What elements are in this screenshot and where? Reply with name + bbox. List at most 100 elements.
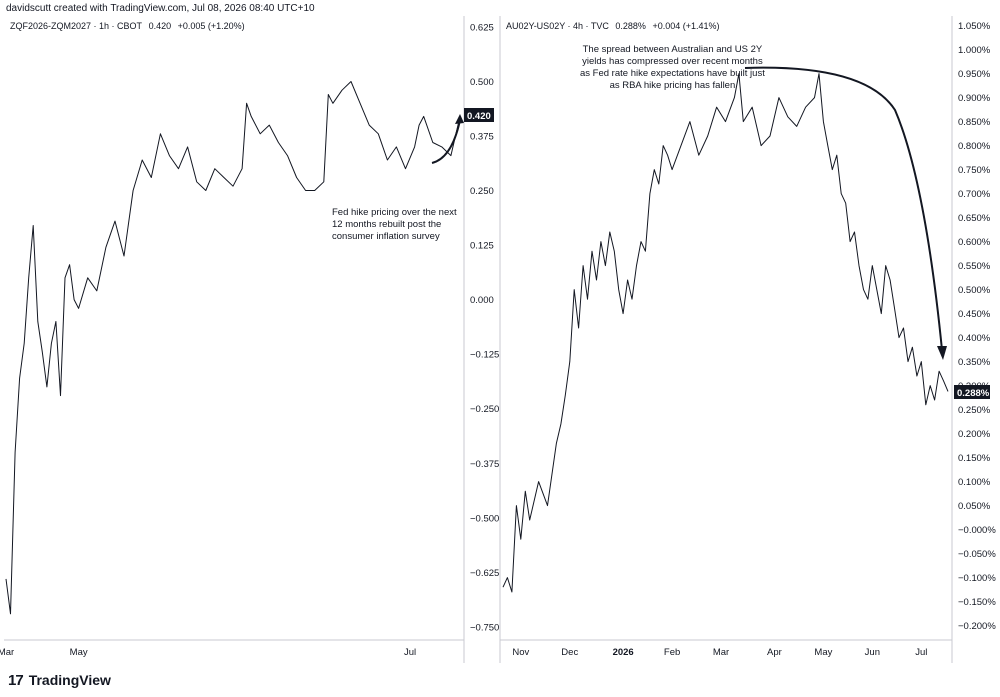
right-data-point [853,231,856,234]
left-data-point [331,102,334,105]
right-y-tick-label: 0.650% [958,213,991,224]
right-data-point [688,120,691,123]
right-data-point [577,327,580,330]
right-y-tick-label: 1.050% [958,21,991,32]
left-data-point [304,189,307,192]
right-data-point [795,125,798,128]
right-data-point [586,298,589,301]
right-data-point [653,168,656,171]
right-y-axis[interactable]: 1.050% 1.000% 0.950% 0.900% 0.850% 0.800% 0.75… [958,21,996,632]
left-data-point [245,102,248,105]
right-data-point [889,279,892,282]
left-series-line[interactable] [5,81,461,615]
right-data-point [871,264,874,267]
right-annotation-line: as RBA hike pricing has fallen [609,80,736,91]
left-data-point [95,289,98,292]
right-y-tick-label: 0.550% [958,261,991,272]
left-y-tick-label: 0.000 [470,295,494,306]
left-data-point [440,145,443,148]
left-data-point [73,298,76,301]
left-data-point [150,176,153,179]
left-data-point [422,115,425,118]
right-series-line[interactable] [502,73,949,593]
right-data-point [875,288,878,291]
left-y-tick-label: 0.250 [470,186,494,197]
left-data-point [268,124,271,127]
left-annotation-line: 12 months rebuilt post the [332,219,442,230]
right-data-point [724,120,727,123]
left-data-point [18,377,21,380]
right-x-tick-label: 2026 [613,647,634,658]
right-y-tick-label: 0.500% [958,285,991,296]
right-symbol[interactable]: AU02Y-US02Y · 4h · TVC [506,21,609,31]
right-data-point [844,202,847,205]
left-y-tick-label: −0.250 [470,404,499,415]
right-data-point [813,96,816,99]
left-data-point [41,351,44,354]
right-y-tick-label: 0.400% [958,333,991,344]
left-data-point [277,141,280,144]
left-last-value: 0.420 [148,21,172,31]
right-data-point [769,135,772,138]
left-data-point [386,159,389,162]
left-y-tick-label: 0.625 [470,22,494,33]
right-data-point [742,120,745,123]
left-y-tick-label: −0.125 [470,350,499,361]
left-annotation-arrow [431,119,461,164]
left-series-group [5,81,461,615]
left-y-axis[interactable]: 0.625 0.500 0.375 0.250 0.125 0.000 −0.125 −0.2… [470,22,499,633]
right-data-point [822,120,825,123]
left-data-point [14,451,17,454]
tradingview-logo-icon: 17 [8,671,24,689]
tradingview-footer[interactable]: 17 TradingView [8,670,111,690]
right-data-point [506,576,509,579]
right-data-point [866,298,869,301]
left-data-point [418,124,421,127]
left-x-tick-label: May [70,647,88,658]
right-data-point [662,144,665,147]
right-data-point [706,135,709,138]
left-panel-title: ZQF2026-ZQM2027 · 1h · CBOT 0.420 +0.005… [10,21,249,31]
right-y-tick-label: −0.050% [958,549,996,560]
right-y-tick-label: 0.050% [958,501,991,512]
right-x-tick-label: May [814,647,832,658]
right-x-tick-label: Jun [865,647,880,658]
left-x-axis[interactable]: Mar May Jul [0,647,416,658]
left-data-point [313,189,316,192]
right-y-tick-label: 0.800% [958,141,991,152]
left-data-point [213,167,216,170]
right-data-point [907,360,910,363]
right-y-tick-label: 0.350% [958,357,991,368]
chart-header: davidscutt created with TradingView.com,… [6,3,315,14]
right-data-point [947,390,950,393]
right-y-tick-label: 1.000% [958,45,991,56]
left-data-point [341,89,344,92]
left-data-point [431,141,434,144]
right-annotation-line: yields has compressed over recent months [582,56,763,67]
right-data-point [613,250,616,253]
left-annotation-line: Fed hike pricing over the next [332,207,457,218]
right-data-point [858,264,861,267]
right-y-tick-label: −0.100% [958,573,996,584]
right-annotation-line: as Fed rate hike expectations have built… [580,68,765,79]
right-data-point [942,379,945,382]
right-data-point [786,115,789,118]
left-data-point [64,276,67,279]
right-y-tick-label: −0.000% [958,525,996,536]
left-data-point [45,385,48,388]
left-y-tick-label: −0.375 [470,459,499,470]
right-data-point [915,375,918,378]
left-symbol[interactable]: ZQF2026-ZQM2027 · 1h · CBOT [10,21,143,31]
left-data-point [413,145,416,148]
right-data-point [537,480,540,483]
right-annotation: The spread between Australian and US 2Y … [580,44,765,92]
right-y-tick-label: 0.450% [958,309,991,320]
right-x-axis[interactable]: Nov Dec 2026 Feb Mar Apr May Jun Jul [512,647,927,658]
left-data-point [77,307,80,310]
left-data-point [177,167,180,170]
left-change-value: +0.005 (+1.20%) [177,21,245,31]
right-data-point [528,519,531,522]
right-data-point [608,231,611,234]
right-data-point [591,250,594,253]
